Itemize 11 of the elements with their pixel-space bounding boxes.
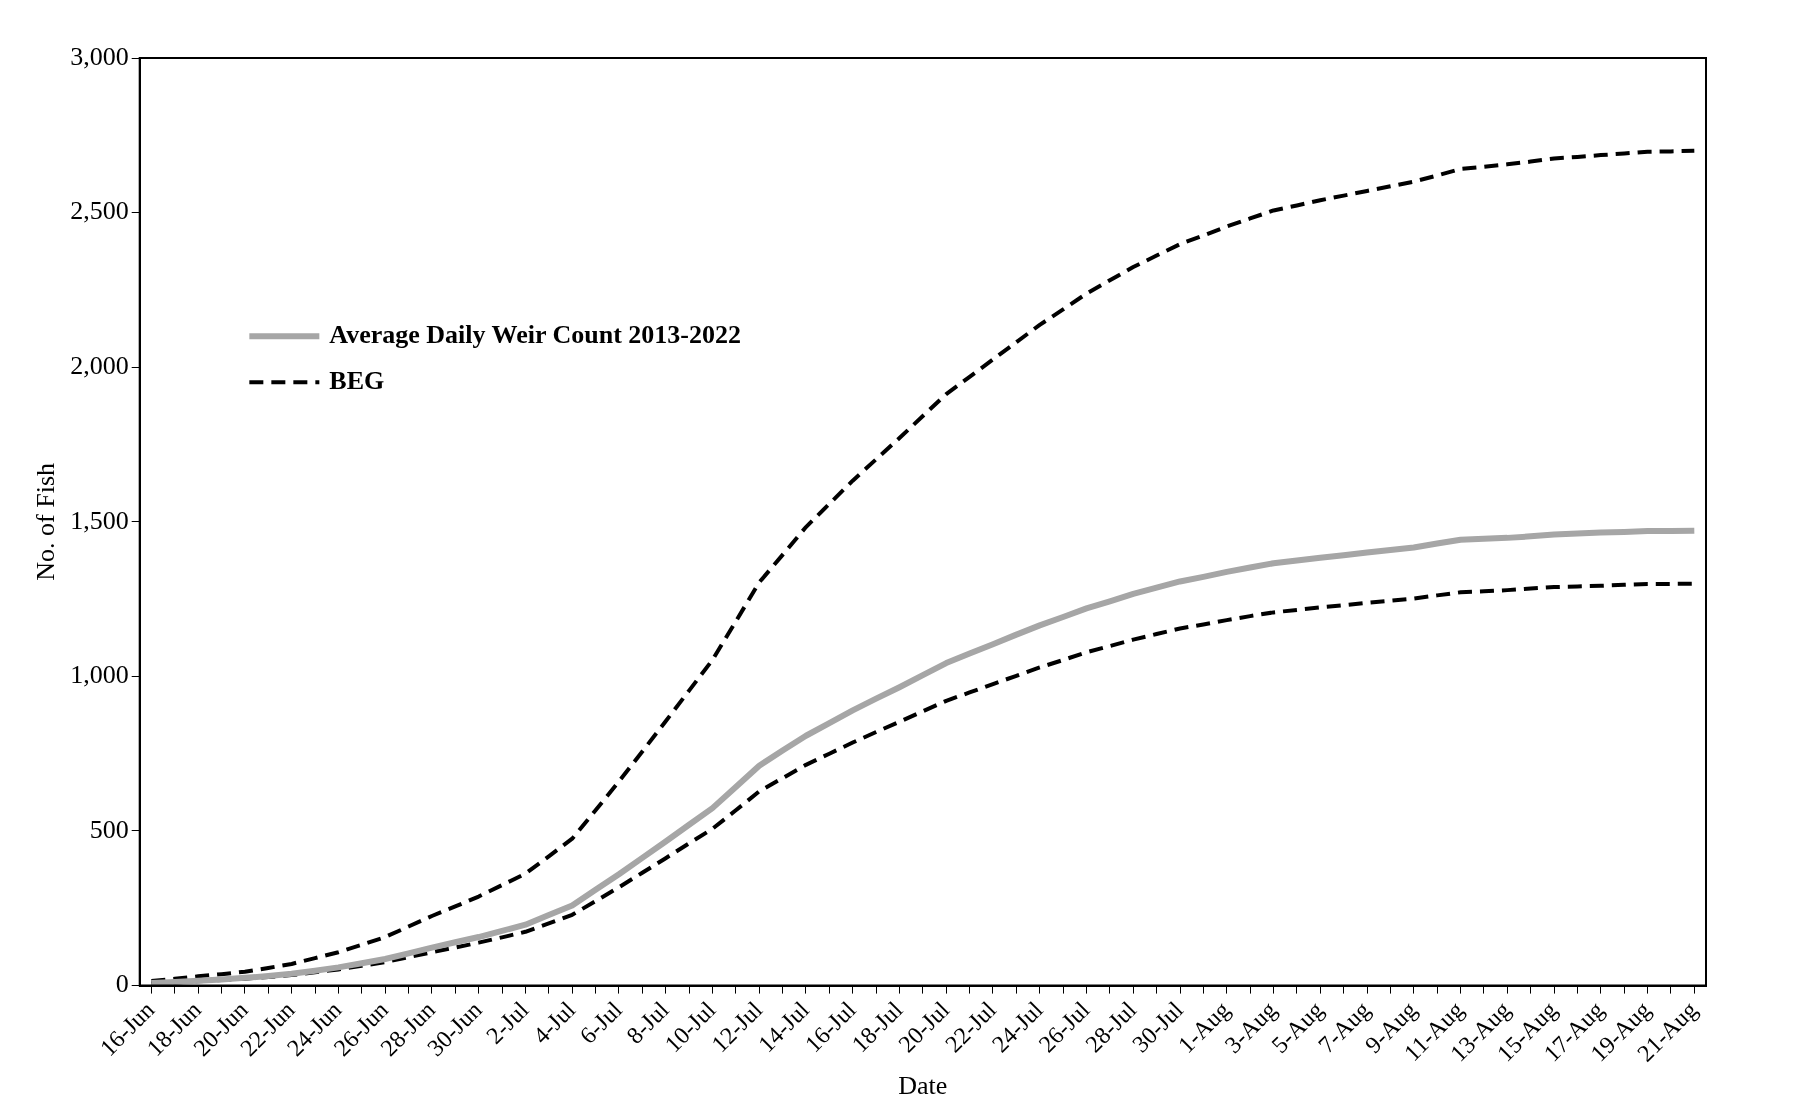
y-tick-label: 2,000	[70, 351, 129, 381]
legend-label: Average Daily Weir Count 2013-2022	[329, 319, 741, 349]
y-tick-label: 1,000	[70, 660, 129, 690]
legend-label: BEG	[329, 365, 385, 395]
x-axis-title: Date	[898, 1071, 948, 1101]
y-tick-label: 1,500	[70, 505, 129, 535]
y-tick-label: 2,500	[70, 196, 129, 226]
y-tick-label: 0	[115, 969, 129, 999]
y-axis-title: No. of Fish	[31, 462, 61, 581]
y-tick-label: 500	[89, 814, 129, 844]
y-tick-label: 3,000	[70, 41, 129, 71]
